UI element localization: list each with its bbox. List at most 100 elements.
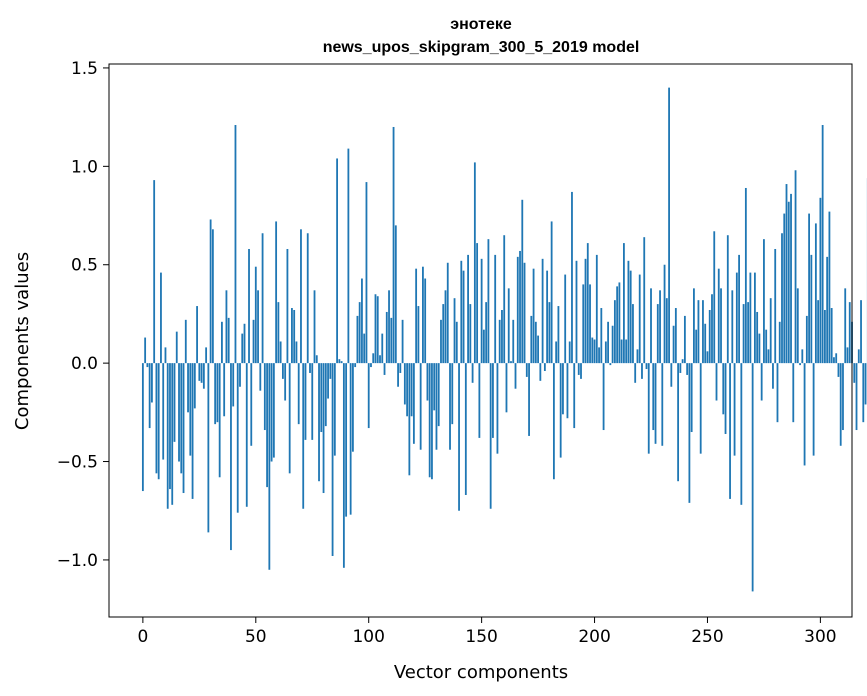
bar-61 bbox=[279, 341, 282, 364]
bar-319 bbox=[862, 363, 865, 423]
bar-300 bbox=[819, 197, 822, 364]
bar-298 bbox=[814, 223, 817, 364]
bar-91 bbox=[347, 148, 350, 364]
bar-154 bbox=[489, 363, 492, 509]
bar-284 bbox=[783, 213, 786, 364]
bar-123 bbox=[419, 363, 422, 450]
bar-28 bbox=[205, 347, 208, 364]
bar-204 bbox=[602, 363, 605, 431]
bar-199 bbox=[591, 337, 594, 364]
bar-253 bbox=[713, 231, 716, 364]
bar-113 bbox=[397, 363, 399, 387]
bar-41 bbox=[234, 125, 237, 364]
bar-281 bbox=[776, 363, 779, 423]
bar-254 bbox=[715, 363, 718, 401]
bar-202 bbox=[598, 347, 600, 364]
bar-208 bbox=[611, 325, 614, 364]
bar-195 bbox=[582, 284, 585, 364]
bar-97 bbox=[361, 278, 363, 364]
bar-178 bbox=[543, 363, 546, 371]
bar-217 bbox=[632, 304, 634, 364]
bar-180 bbox=[548, 302, 551, 364]
bar-17 bbox=[180, 363, 183, 474]
bar-297 bbox=[812, 363, 815, 456]
bar-42 bbox=[236, 363, 239, 513]
bar-111 bbox=[392, 126, 395, 364]
bar-192 bbox=[575, 260, 578, 364]
bar-24 bbox=[196, 306, 198, 364]
x-tick-label: 50 bbox=[245, 627, 267, 647]
bar-292 bbox=[801, 349, 804, 364]
bar-294 bbox=[805, 315, 808, 364]
bar-136 bbox=[449, 363, 451, 450]
bar-56 bbox=[268, 363, 271, 570]
bar-84 bbox=[331, 363, 334, 556]
bar-159 bbox=[501, 310, 503, 364]
bar-124 bbox=[422, 266, 424, 364]
bar-250 bbox=[706, 351, 709, 364]
bar-23 bbox=[193, 363, 196, 409]
bar-283 bbox=[781, 233, 783, 364]
y-tick-label: 0.0 bbox=[71, 354, 98, 374]
bar-7 bbox=[157, 363, 160, 480]
bar-288 bbox=[792, 363, 795, 423]
bar-138 bbox=[453, 298, 456, 364]
bar-48 bbox=[250, 363, 253, 446]
bar-173 bbox=[532, 268, 535, 364]
bar-187 bbox=[564, 274, 567, 364]
bar-65 bbox=[288, 363, 291, 474]
bar-39 bbox=[230, 363, 232, 551]
bar-4 bbox=[151, 363, 153, 403]
bar-81 bbox=[324, 363, 327, 427]
bar-215 bbox=[627, 260, 630, 364]
bar-139 bbox=[455, 321, 458, 364]
bar-78 bbox=[318, 363, 320, 482]
bar-278 bbox=[769, 298, 772, 364]
bar-239 bbox=[681, 359, 684, 364]
bar-251 bbox=[708, 310, 711, 364]
bar-218 bbox=[634, 363, 637, 383]
bar-193 bbox=[577, 363, 580, 375]
bar-58 bbox=[272, 363, 275, 458]
bar-307 bbox=[835, 353, 838, 364]
bar-10 bbox=[164, 347, 167, 364]
bar-184 bbox=[557, 306, 560, 364]
bar-95 bbox=[356, 315, 359, 364]
x-tick-label: 250 bbox=[691, 627, 723, 647]
bar-240 bbox=[683, 315, 686, 364]
bar-234 bbox=[670, 363, 673, 387]
bar-129 bbox=[433, 363, 436, 411]
bar-40 bbox=[232, 363, 235, 407]
bar-152 bbox=[485, 302, 488, 364]
bar-14 bbox=[173, 363, 176, 442]
bar-83 bbox=[329, 363, 332, 379]
bar-229 bbox=[659, 290, 661, 364]
bar-182 bbox=[552, 363, 555, 480]
bar-197 bbox=[586, 243, 589, 364]
bar-12 bbox=[169, 363, 171, 490]
bar-69 bbox=[297, 363, 300, 425]
bar-150 bbox=[480, 258, 483, 364]
bar-315 bbox=[853, 363, 856, 383]
bar-227 bbox=[654, 363, 657, 444]
bar-131 bbox=[437, 363, 440, 427]
bar-311 bbox=[844, 288, 847, 364]
bar-287 bbox=[790, 193, 792, 364]
bar-90 bbox=[345, 363, 348, 517]
bar-80 bbox=[322, 363, 325, 494]
bar-242 bbox=[688, 363, 691, 503]
bar-214 bbox=[625, 339, 628, 364]
bar-71 bbox=[302, 363, 305, 509]
bar-237 bbox=[677, 363, 680, 482]
bar-21 bbox=[189, 363, 192, 456]
bar-32 bbox=[214, 363, 217, 425]
bar-291 bbox=[799, 363, 801, 366]
bar-34 bbox=[218, 363, 221, 478]
x-tick-label: 0 bbox=[137, 627, 148, 647]
bar-51 bbox=[257, 290, 259, 364]
bar-43 bbox=[239, 363, 241, 387]
bar-280 bbox=[774, 248, 777, 364]
bar-304 bbox=[828, 211, 831, 364]
bar-212 bbox=[620, 339, 623, 364]
